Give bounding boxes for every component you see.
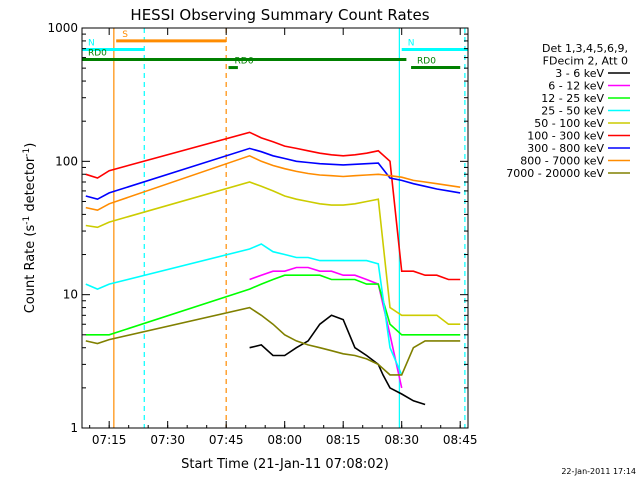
- chart-title: HESSI Observing Summary Count Rates: [130, 6, 429, 24]
- y-axis-ticks: 1 10 100 1000: [47, 21, 468, 435]
- legend-label-6: 300 - 800 keV: [527, 142, 604, 155]
- x-axis-ticks: 07:15 07:30 07:45 08:00 08:15 08:30 08:45: [89, 28, 478, 447]
- x-axis-label: Start Time (21-Jan-11 07:08:02): [181, 457, 389, 472]
- x-tick-label-5: 08:30: [384, 433, 419, 447]
- flag-label-1: N: [88, 38, 95, 48]
- legend-label-1: 6 - 12 keV: [548, 80, 604, 93]
- legend-label-8: 7000 - 20000 keV: [506, 167, 604, 180]
- y-axis-label: Count Rate (s-1 detector-1): [22, 143, 38, 314]
- x-tick-label-0: 07:15: [92, 433, 127, 447]
- legend-header-1: FDecim 2, Att 0: [543, 55, 628, 68]
- x-tick-label-3: 08:00: [267, 433, 302, 447]
- legend-label-3: 25 - 50 keV: [541, 105, 604, 118]
- y-tick-label-0: 1: [70, 421, 78, 435]
- footer-timestamp: 22-Jan-2011 17:14: [561, 467, 636, 476]
- x-tick-label-6: 08:45: [443, 433, 478, 447]
- y-tick-label-1: 10: [63, 288, 78, 302]
- vertical-markers: [113, 28, 466, 428]
- legend-label-7: 800 - 7000 keV: [520, 155, 604, 168]
- flag-label-5: RD6: [235, 57, 254, 67]
- legend-label-0: 3 - 6 keV: [555, 67, 604, 80]
- series-line-6: [85, 147, 461, 201]
- series-line-8: [85, 306, 461, 376]
- legend-label-5: 100 - 300 keV: [527, 130, 604, 143]
- x-tick-label-1: 07:30: [150, 433, 185, 447]
- flag-label-0: S: [122, 30, 128, 40]
- legend-label-2: 12 - 25 keV: [541, 92, 604, 105]
- flag-label-2: N: [408, 38, 415, 48]
- series-line-3: [85, 243, 403, 376]
- series-line-5: [85, 131, 461, 281]
- y-tick-label-3: 1000: [47, 21, 78, 35]
- series-line-7: [85, 154, 461, 212]
- legend-header-0: Det 1,3,4,5,6,9,: [542, 42, 628, 55]
- flag-label-4: RD0: [417, 57, 436, 67]
- plot-frame: [81, 27, 469, 429]
- series-line-0: [249, 314, 426, 406]
- series-line-4: [85, 181, 461, 326]
- flag-label-3: RD0: [88, 49, 107, 59]
- x-tick-label-4: 08:15: [326, 433, 361, 447]
- y-tick-label-2: 100: [55, 154, 78, 168]
- series-lines: [85, 131, 461, 406]
- legend-label-4: 50 - 100 keV: [534, 117, 604, 130]
- series-line-2: [85, 274, 461, 336]
- legend: Det 1,3,4,5,6,9,FDecim 2, Att 03 - 6 keV…: [506, 42, 630, 180]
- x-tick-label-2: 07:45: [209, 433, 244, 447]
